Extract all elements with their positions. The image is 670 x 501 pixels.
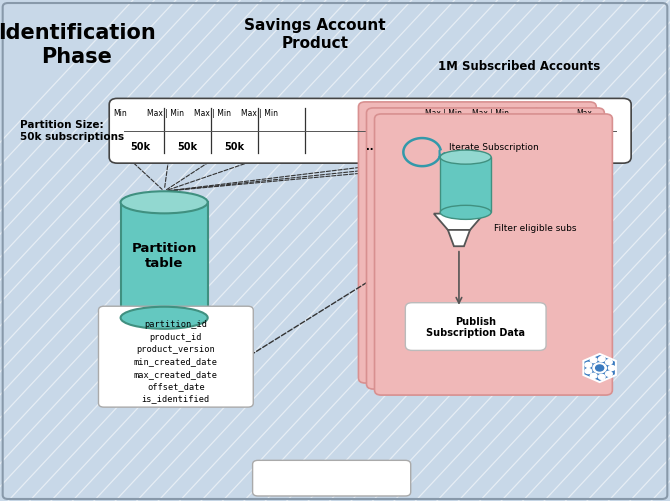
Polygon shape bbox=[584, 354, 616, 382]
Circle shape bbox=[590, 374, 597, 379]
Text: 50k: 50k bbox=[131, 142, 151, 152]
Text: Min: Min bbox=[114, 109, 127, 118]
Circle shape bbox=[585, 369, 592, 374]
Text: Max | Min: Max | Min bbox=[147, 109, 184, 118]
Text: 50k: 50k bbox=[502, 142, 523, 152]
Text: Partition
table: Partition table bbox=[131, 241, 197, 270]
Polygon shape bbox=[434, 214, 484, 230]
Text: ...: ... bbox=[366, 142, 377, 152]
FancyBboxPatch shape bbox=[98, 307, 253, 407]
Text: Partition Size:
50k subscriptions: Partition Size: 50k subscriptions bbox=[20, 120, 124, 142]
FancyBboxPatch shape bbox=[109, 99, 631, 164]
Text: Max | Min: Max | Min bbox=[425, 109, 462, 118]
FancyBboxPatch shape bbox=[440, 158, 491, 213]
FancyBboxPatch shape bbox=[375, 115, 612, 395]
Text: Max: Max bbox=[576, 109, 592, 118]
Text: Identification
Phase: Identification Phase bbox=[0, 23, 156, 67]
Text: Max | Min: Max | Min bbox=[194, 109, 231, 118]
Ellipse shape bbox=[440, 206, 491, 220]
Ellipse shape bbox=[440, 151, 491, 165]
Circle shape bbox=[606, 372, 612, 377]
Circle shape bbox=[598, 375, 605, 380]
FancyBboxPatch shape bbox=[405, 303, 546, 351]
Text: Publish
Subscription Data: Publish Subscription Data bbox=[426, 316, 525, 338]
Text: min_created_date: min_created_date bbox=[134, 357, 218, 366]
Circle shape bbox=[585, 363, 592, 368]
Text: max_created_date: max_created_date bbox=[134, 369, 218, 378]
FancyBboxPatch shape bbox=[358, 103, 596, 383]
Text: Max | Min: Max | Min bbox=[472, 109, 509, 118]
Circle shape bbox=[598, 357, 605, 362]
Text: is_identified: is_identified bbox=[142, 394, 210, 403]
Ellipse shape bbox=[121, 192, 208, 214]
FancyBboxPatch shape bbox=[253, 460, 411, 496]
Text: Savings Account
Product: Savings Account Product bbox=[244, 18, 386, 51]
Text: product_id: product_id bbox=[149, 332, 202, 341]
Ellipse shape bbox=[121, 307, 208, 329]
Circle shape bbox=[593, 363, 606, 373]
FancyBboxPatch shape bbox=[366, 109, 604, 389]
Text: offset_date: offset_date bbox=[147, 381, 205, 390]
Text: 50k: 50k bbox=[178, 142, 198, 152]
Text: Iterate Subscription
Pages: Iterate Subscription Pages bbox=[449, 143, 539, 162]
Text: product_version: product_version bbox=[137, 344, 215, 353]
Circle shape bbox=[596, 365, 604, 371]
Text: 50k: 50k bbox=[456, 142, 476, 152]
FancyBboxPatch shape bbox=[121, 203, 208, 318]
Circle shape bbox=[606, 360, 612, 365]
Polygon shape bbox=[448, 230, 470, 246]
Text: Max | Min: Max | Min bbox=[241, 109, 278, 118]
Text: partition_id: partition_id bbox=[144, 320, 208, 329]
Text: 50k: 50k bbox=[224, 142, 245, 152]
Circle shape bbox=[590, 358, 597, 363]
Circle shape bbox=[608, 366, 615, 371]
Text: 1M Subscribed Accounts: 1M Subscribed Accounts bbox=[438, 60, 600, 73]
Text: Filter eligible subs: Filter eligible subs bbox=[494, 223, 577, 232]
